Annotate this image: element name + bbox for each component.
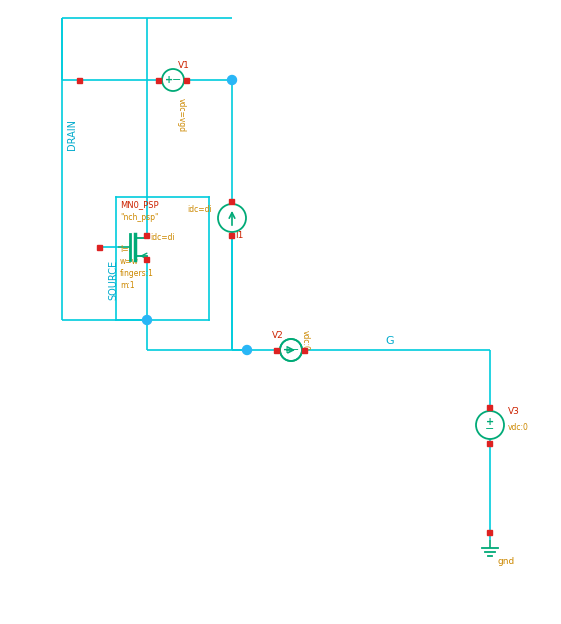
Bar [157,77,162,82]
Text: vdc:0: vdc:0 [508,422,529,432]
Text: vdc=vgd: vdc=vgd [177,98,186,132]
Bar [488,441,493,446]
Text: "nch_psp": "nch_psp" [120,213,159,223]
Circle shape [142,316,151,324]
Text: V2: V2 [272,331,284,339]
Text: w=w: w=w [120,256,139,265]
Text: V1: V1 [178,61,190,69]
Bar [98,245,103,250]
Text: −: − [172,75,182,85]
Bar [145,256,149,261]
Bar [77,77,82,82]
Text: SOURCE: SOURCE [108,260,118,300]
Bar [145,233,149,238]
Text: G: G [385,336,394,346]
Bar [302,348,307,353]
Bar [185,77,190,82]
Bar [229,198,234,203]
Text: l=l: l=l [120,245,131,253]
Bar [488,530,493,535]
Circle shape [242,346,251,354]
Text: idc=di: idc=di [150,233,174,241]
Text: V3: V3 [508,406,520,416]
Bar [488,404,493,409]
Bar [229,233,234,238]
Text: I1: I1 [235,232,243,240]
Text: DRAIN: DRAIN [67,120,77,150]
Text: MN0_PSP: MN0_PSP [120,200,159,210]
Circle shape [228,76,237,84]
Text: fingers:1: fingers:1 [120,268,154,278]
Text: m:1: m:1 [120,281,135,290]
Text: +: + [165,75,173,85]
Text: +: + [486,417,494,427]
Text: idc=di: idc=di [187,205,211,215]
Text: vdc:0: vdc:0 [301,330,310,351]
Text: −: − [485,424,495,434]
Bar [274,348,279,353]
Text: gnd: gnd [498,557,515,567]
Text: −: − [290,345,300,355]
Text: +: + [283,345,291,355]
